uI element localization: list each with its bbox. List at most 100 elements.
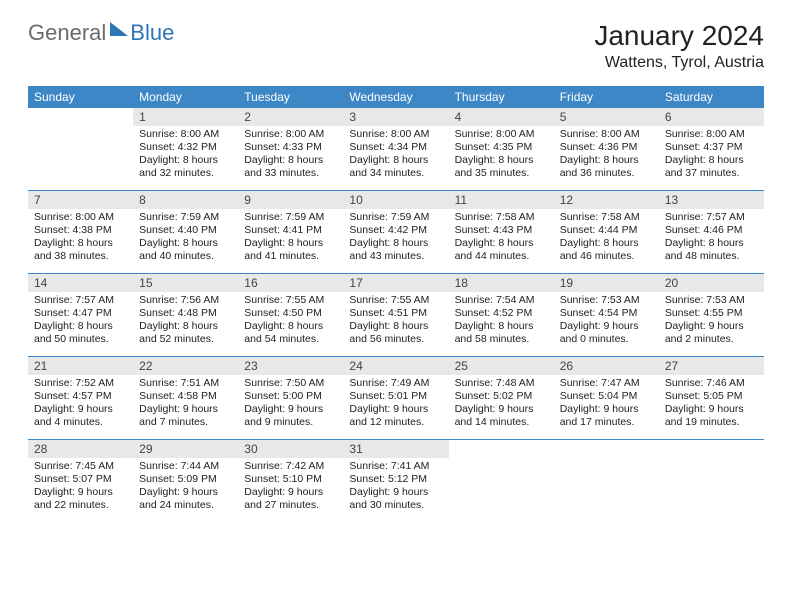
sunset-text: Sunset: 5:07 PM (34, 473, 127, 486)
daylight-text-1: Daylight: 8 hours (244, 320, 337, 333)
day-number: 26 (554, 357, 659, 375)
daylight-text-1: Daylight: 9 hours (665, 320, 758, 333)
daylight-text-2: and 17 minutes. (560, 416, 653, 429)
daylight-text-2: and 7 minutes. (139, 416, 232, 429)
calendar-cell: 21Sunrise: 7:52 AMSunset: 4:57 PMDayligh… (28, 357, 133, 439)
title-block: January 2024 Wattens, Tyrol, Austria (594, 20, 764, 72)
sunset-text: Sunset: 5:10 PM (244, 473, 337, 486)
day-number: 24 (343, 357, 448, 375)
sunrise-text: Sunrise: 7:59 AM (139, 211, 232, 224)
calendar-cell: 14Sunrise: 7:57 AMSunset: 4:47 PMDayligh… (28, 274, 133, 356)
sunset-text: Sunset: 4:55 PM (665, 307, 758, 320)
sunrise-text: Sunrise: 7:49 AM (349, 377, 442, 390)
calendar-grid: 1Sunrise: 8:00 AMSunset: 4:32 PMDaylight… (28, 108, 764, 522)
logo-triangle-icon (110, 22, 128, 36)
daylight-text-2: and 2 minutes. (665, 333, 758, 346)
daylight-text-2: and 32 minutes. (139, 167, 232, 180)
weekday-friday: Friday (554, 86, 659, 108)
day-number: 14 (28, 274, 133, 292)
sunrise-text: Sunrise: 7:48 AM (455, 377, 548, 390)
day-number: 13 (659, 191, 764, 209)
daylight-text-2: and 37 minutes. (665, 167, 758, 180)
sunrise-text: Sunrise: 7:53 AM (665, 294, 758, 307)
day-number: 6 (659, 108, 764, 126)
day-details: Sunrise: 7:53 AMSunset: 4:54 PMDaylight:… (554, 292, 659, 353)
weekday-header-row: Sunday Monday Tuesday Wednesday Thursday… (28, 86, 764, 108)
calendar-cell: 16Sunrise: 7:55 AMSunset: 4:50 PMDayligh… (238, 274, 343, 356)
day-number: 22 (133, 357, 238, 375)
daylight-text-1: Daylight: 8 hours (349, 237, 442, 250)
day-number: 20 (659, 274, 764, 292)
calendar-cell (554, 440, 659, 522)
day-number: 18 (449, 274, 554, 292)
weekday-monday: Monday (133, 86, 238, 108)
calendar-cell (449, 440, 554, 522)
day-details: Sunrise: 8:00 AMSunset: 4:37 PMDaylight:… (659, 126, 764, 187)
daylight-text-1: Daylight: 9 hours (139, 403, 232, 416)
daylight-text-1: Daylight: 8 hours (139, 237, 232, 250)
calendar-cell: 12Sunrise: 7:58 AMSunset: 4:44 PMDayligh… (554, 191, 659, 273)
sunrise-text: Sunrise: 7:56 AM (139, 294, 232, 307)
daylight-text-2: and 24 minutes. (139, 499, 232, 512)
day-number: 4 (449, 108, 554, 126)
daylight-text-2: and 34 minutes. (349, 167, 442, 180)
daylight-text-1: Daylight: 8 hours (244, 237, 337, 250)
day-details: Sunrise: 7:48 AMSunset: 5:02 PMDaylight:… (449, 375, 554, 436)
calendar-cell (659, 440, 764, 522)
sunrise-text: Sunrise: 7:44 AM (139, 460, 232, 473)
sunrise-text: Sunrise: 8:00 AM (560, 128, 653, 141)
daylight-text-2: and 9 minutes. (244, 416, 337, 429)
location-text: Wattens, Tyrol, Austria (594, 54, 764, 72)
day-details: Sunrise: 7:58 AMSunset: 4:44 PMDaylight:… (554, 209, 659, 270)
calendar-cell: 23Sunrise: 7:50 AMSunset: 5:00 PMDayligh… (238, 357, 343, 439)
sunset-text: Sunset: 4:35 PM (455, 141, 548, 154)
daylight-text-1: Daylight: 8 hours (560, 237, 653, 250)
daylight-text-2: and 33 minutes. (244, 167, 337, 180)
sunset-text: Sunset: 4:40 PM (139, 224, 232, 237)
daylight-text-2: and 0 minutes. (560, 333, 653, 346)
calendar-cell: 9Sunrise: 7:59 AMSunset: 4:41 PMDaylight… (238, 191, 343, 273)
calendar-cell: 10Sunrise: 7:59 AMSunset: 4:42 PMDayligh… (343, 191, 448, 273)
day-number: 1 (133, 108, 238, 126)
sunrise-text: Sunrise: 8:00 AM (139, 128, 232, 141)
daylight-text-2: and 48 minutes. (665, 250, 758, 263)
sunrise-text: Sunrise: 7:52 AM (34, 377, 127, 390)
sunrise-text: Sunrise: 8:00 AM (665, 128, 758, 141)
sunset-text: Sunset: 4:43 PM (455, 224, 548, 237)
calendar-cell: 25Sunrise: 7:48 AMSunset: 5:02 PMDayligh… (449, 357, 554, 439)
day-number: 25 (449, 357, 554, 375)
calendar-week-row: 21Sunrise: 7:52 AMSunset: 4:57 PMDayligh… (28, 357, 764, 440)
sunset-text: Sunset: 4:36 PM (560, 141, 653, 154)
logo-text-2: Blue (130, 20, 174, 46)
calendar-cell: 2Sunrise: 8:00 AMSunset: 4:33 PMDaylight… (238, 108, 343, 190)
day-number (659, 440, 764, 458)
calendar-cell: 20 Sunrise: 7:53 AMSunset: 4:55 PMDayligh… (659, 274, 764, 356)
calendar-cell: 5Sunrise: 8:00 AMSunset: 4:36 PMDaylight… (554, 108, 659, 190)
daylight-text-2: and 41 minutes. (244, 250, 337, 263)
day-number: 3 (343, 108, 448, 126)
sunset-text: Sunset: 5:00 PM (244, 390, 337, 403)
daylight-text-1: Daylight: 8 hours (244, 154, 337, 167)
sunset-text: Sunset: 4:52 PM (455, 307, 548, 320)
calendar-cell: 3Sunrise: 8:00 AMSunset: 4:34 PMDaylight… (343, 108, 448, 190)
logo-text-1: General (28, 20, 106, 46)
calendar-cell: 13Sunrise: 7:57 AMSunset: 4:46 PMDayligh… (659, 191, 764, 273)
sunset-text: Sunset: 4:46 PM (665, 224, 758, 237)
calendar-week-row: 28Sunrise: 7:45 AMSunset: 5:07 PMDayligh… (28, 440, 764, 522)
sunset-text: Sunset: 4:48 PM (139, 307, 232, 320)
calendar-week-row: 14Sunrise: 7:57 AMSunset: 4:47 PMDayligh… (28, 274, 764, 357)
day-details: Sunrise: 8:00 AMSunset: 4:32 PMDaylight:… (133, 126, 238, 187)
day-number: 2 (238, 108, 343, 126)
sunset-text: Sunset: 4:47 PM (34, 307, 127, 320)
sunrise-text: Sunrise: 8:00 AM (455, 128, 548, 141)
daylight-text-1: Daylight: 8 hours (455, 320, 548, 333)
calendar-week-row: 7Sunrise: 8:00 AMSunset: 4:38 PMDaylight… (28, 191, 764, 274)
sunrise-text: Sunrise: 7:59 AM (349, 211, 442, 224)
daylight-text-1: Daylight: 9 hours (244, 486, 337, 499)
day-number: 10 (343, 191, 448, 209)
day-number: 27 (659, 357, 764, 375)
day-details: Sunrise: 7:54 AMSunset: 4:52 PMDaylight:… (449, 292, 554, 353)
day-details: Sunrise: 7:51 AMSunset: 4:58 PMDaylight:… (133, 375, 238, 436)
daylight-text-2: and 19 minutes. (665, 416, 758, 429)
day-number: 11 (449, 191, 554, 209)
